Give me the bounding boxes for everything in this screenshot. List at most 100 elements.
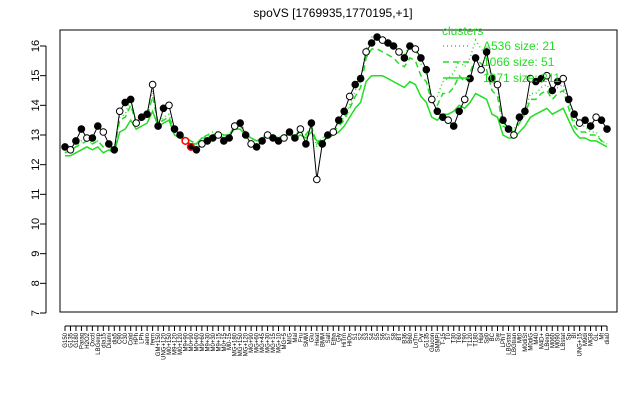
data-point <box>148 80 157 89</box>
data-point <box>417 54 425 62</box>
x-tick-label: S1 <box>353 332 359 340</box>
y-tick-label: 10 <box>30 218 42 230</box>
x-tick-label: M4D+ <box>539 333 545 350</box>
x-tick-label: HiTm <box>342 333 348 347</box>
x-tick-label: M0-15 <box>227 332 233 350</box>
data-point <box>285 128 294 136</box>
x-tick-label: G135 <box>424 332 430 347</box>
x-tick-label: B60 <box>408 332 414 343</box>
x-tick-label: MG+30 <box>266 332 272 353</box>
data-point <box>318 140 327 148</box>
x-tick-label: M9+120 <box>172 332 178 355</box>
x-tick-label: LBGtran <box>512 333 518 355</box>
data-point <box>444 116 453 124</box>
data-point <box>504 125 513 133</box>
data-point <box>307 119 316 127</box>
legend: clusters A536 size: 21 1066 size: 51 107… <box>442 24 560 85</box>
x-tick-label: M/G <box>287 333 293 345</box>
x-tick-label: M0+60 <box>194 332 200 351</box>
chart-title: spoVS [1769935,1770195,+1] <box>253 6 412 20</box>
x-tick-label: LoTm <box>413 333 419 348</box>
series-line <box>64 36 608 180</box>
plot-frame <box>59 29 618 313</box>
x-tick-label: T0 <box>446 332 452 340</box>
x-tick-label: BMM <box>320 333 326 347</box>
x-tick-label: MG+150 <box>238 332 244 356</box>
x-tick-label: G135 <box>68 332 74 347</box>
y-tick-label: 15 <box>30 70 42 82</box>
legend-title: clusters <box>442 24 483 38</box>
x-tick-label: Heat <box>315 333 321 346</box>
x-tick-label: M0+15 <box>222 332 228 351</box>
data-point <box>280 134 288 142</box>
x-tick-label: LBGexp <box>96 332 102 354</box>
x-tick-label: M40 <box>534 332 540 344</box>
y-axis: 7 8 9 10 11 12 13 14 15 16 <box>30 40 47 316</box>
data-point <box>499 116 507 124</box>
y-tick-label: 8 <box>30 280 42 286</box>
y-tick-label: 7 <box>30 310 42 316</box>
data-point <box>88 134 97 142</box>
x-tick-label: MG+180 <box>233 332 239 356</box>
data-point <box>345 92 354 101</box>
x-tick-label: S8 <box>391 332 397 340</box>
data-point <box>603 125 611 133</box>
data-point <box>356 74 365 83</box>
x-tick-label: Mal <box>293 333 299 343</box>
x-tick-label: MG+90 <box>249 332 255 353</box>
legend-entry-3: 1071 size: 211 <box>483 71 560 85</box>
data-point <box>433 107 442 116</box>
x-tick-label: dia15 <box>101 332 107 347</box>
x-tick-label: LPh <box>140 333 146 344</box>
x-tick-label: T180 <box>474 332 480 346</box>
y-tick-label: 11 <box>30 189 42 200</box>
data-point <box>176 131 184 139</box>
x-tick-label: BC <box>490 332 496 341</box>
x-tick-label: M9+15 <box>216 332 222 351</box>
data-point <box>329 128 338 136</box>
y-tick-label: 9 <box>30 251 42 257</box>
x-tick-label: LBstat <box>561 333 567 350</box>
x-tick-label: S4 <box>370 332 376 340</box>
x-tick-label: M0diSt <box>523 333 529 352</box>
x-tick-label: MG+120 <box>244 332 250 356</box>
data-point <box>225 134 233 142</box>
x-tick-label: M9di <box>583 333 589 346</box>
data-point <box>400 54 409 62</box>
data-point <box>548 86 557 95</box>
x-tick-label: M0+30 <box>211 332 217 351</box>
data-point <box>493 80 502 89</box>
data-point <box>105 140 113 148</box>
x-tick-label: M9+90 <box>183 332 189 351</box>
data-point <box>296 125 305 133</box>
x-tick-label: UNG+15 <box>578 332 584 356</box>
x-tick-label: M0+150 <box>167 332 173 355</box>
data-point <box>515 113 524 121</box>
x-tick-label: Pyr <box>419 333 425 342</box>
data-point <box>110 146 119 154</box>
data-point <box>291 134 299 142</box>
x-tick-label: S2 <box>359 332 365 340</box>
data-point <box>449 122 458 130</box>
data-point <box>72 137 80 145</box>
data-point <box>597 116 606 124</box>
x-tick-label: M060 <box>550 332 556 348</box>
x-tick-label: M9+30 <box>205 332 211 351</box>
x-tick-label: Mt0 <box>517 332 523 343</box>
x-tick-label: C30 <box>123 332 129 344</box>
data-point <box>477 65 485 74</box>
x-tick-label: HPh <box>134 333 140 345</box>
x-tick-label: M090 <box>556 332 562 348</box>
data-point <box>559 74 568 83</box>
data-point <box>241 131 250 139</box>
data-point <box>154 122 162 130</box>
data-point <box>94 122 102 130</box>
data-point <box>165 101 173 110</box>
data-point <box>389 42 398 50</box>
x-tick-label: Glu <box>309 333 315 342</box>
legend-entry-1: A536 size: 21 <box>483 39 556 53</box>
data-point <box>564 95 573 104</box>
x-tick-label: LBGstat <box>506 333 512 355</box>
data-point <box>252 143 261 151</box>
x-tick-label: Gly <box>337 333 343 342</box>
